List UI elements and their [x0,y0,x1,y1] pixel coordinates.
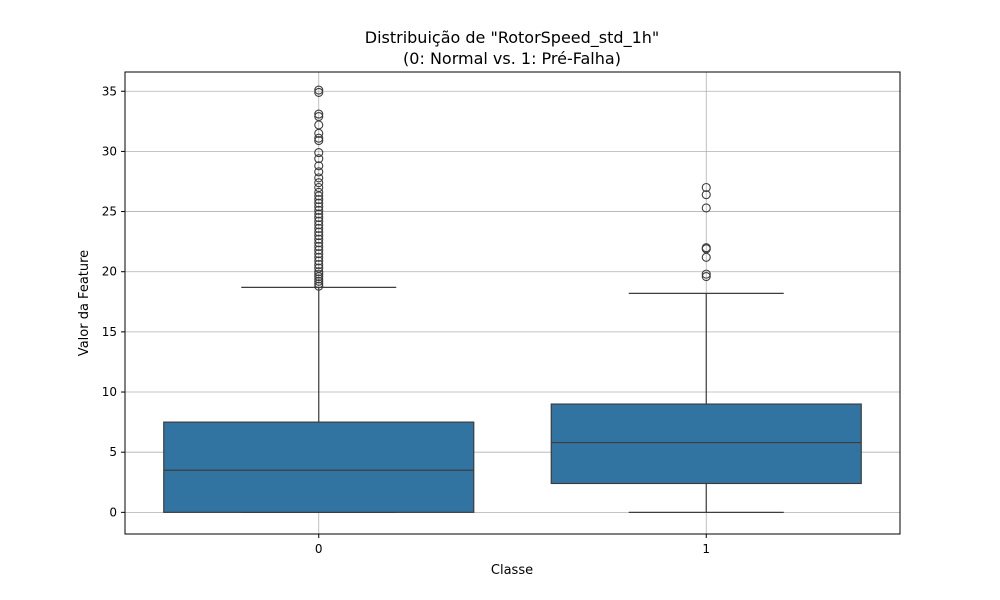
outlier-point [314,231,324,241]
x-tick-label: 1 [702,542,710,556]
outlier-point [314,87,324,98]
outlier-point [314,281,324,291]
outlier-point [701,271,711,282]
outlier-point [314,249,324,259]
y-tick-label: 10 [102,385,117,399]
y-tick-label: 15 [102,325,117,339]
outlier-point [314,133,324,143]
outlier-point [314,269,324,279]
outlier-point [314,173,324,183]
outlier-point [314,252,324,262]
outlier-point [314,167,324,177]
box-iqr [550,403,862,485]
outlier-point [314,109,324,119]
outlier-point [314,161,324,171]
outlier-point [701,243,711,253]
outlier-point [701,203,711,213]
outlier-point [314,85,324,95]
outlier-point [314,263,324,273]
outlier-point [314,227,324,237]
outlier-point [701,269,711,279]
outlier-point [314,279,324,289]
outlier-point [314,259,324,270]
outlier-point [314,274,324,284]
box-plots [163,85,862,513]
outlier-point [314,276,324,286]
y-tick-label: 20 [102,265,117,279]
outlier-point [314,178,324,188]
outlier-point [314,205,324,215]
outlier-point [314,209,324,219]
plot-frame [124,71,901,535]
outlier-point [701,182,711,193]
outlier-point [314,241,324,252]
outlier-point [314,154,324,164]
outlier-point [314,256,324,266]
outlier-point [314,202,324,212]
outlier-point [314,234,324,244]
outlier-point [314,216,324,226]
outlier-point [314,213,324,223]
y-tick-label: 30 [102,144,117,158]
ticks: 0 5 10 15 20 25 30 35 0 1 [102,84,710,556]
outlier-point [314,148,324,158]
outlier-point [314,111,324,122]
outlier-point [314,238,324,248]
outlier-point [314,245,324,255]
outlier-point [314,194,324,205]
y-tick-label: 35 [102,84,117,98]
x-axis-label: Classe [491,563,533,578]
chart-subtitle: (0: Normal vs. 1: Pré-Falha) [403,49,621,68]
outlier-point [701,190,711,200]
y-tick-label: 5 [109,445,117,459]
outlier-point [314,187,324,197]
box-0 [163,85,475,513]
outlier-point [314,267,324,277]
outlier-point [314,136,324,146]
outlier-point [314,220,324,230]
y-tick-label: 25 [102,205,117,219]
x-tick-label: 0 [315,542,323,556]
chart-title: Distribuição de "RotorSpeed_std_1h" [365,28,660,48]
y-tick-label: 0 [109,505,117,519]
box-iqr [163,421,475,513]
outlier-point [314,223,324,233]
outlier-point [314,182,324,193]
y-axis-label: Valor da Feature [77,250,92,356]
outlier-point [314,198,324,208]
box-1 [550,182,862,513]
